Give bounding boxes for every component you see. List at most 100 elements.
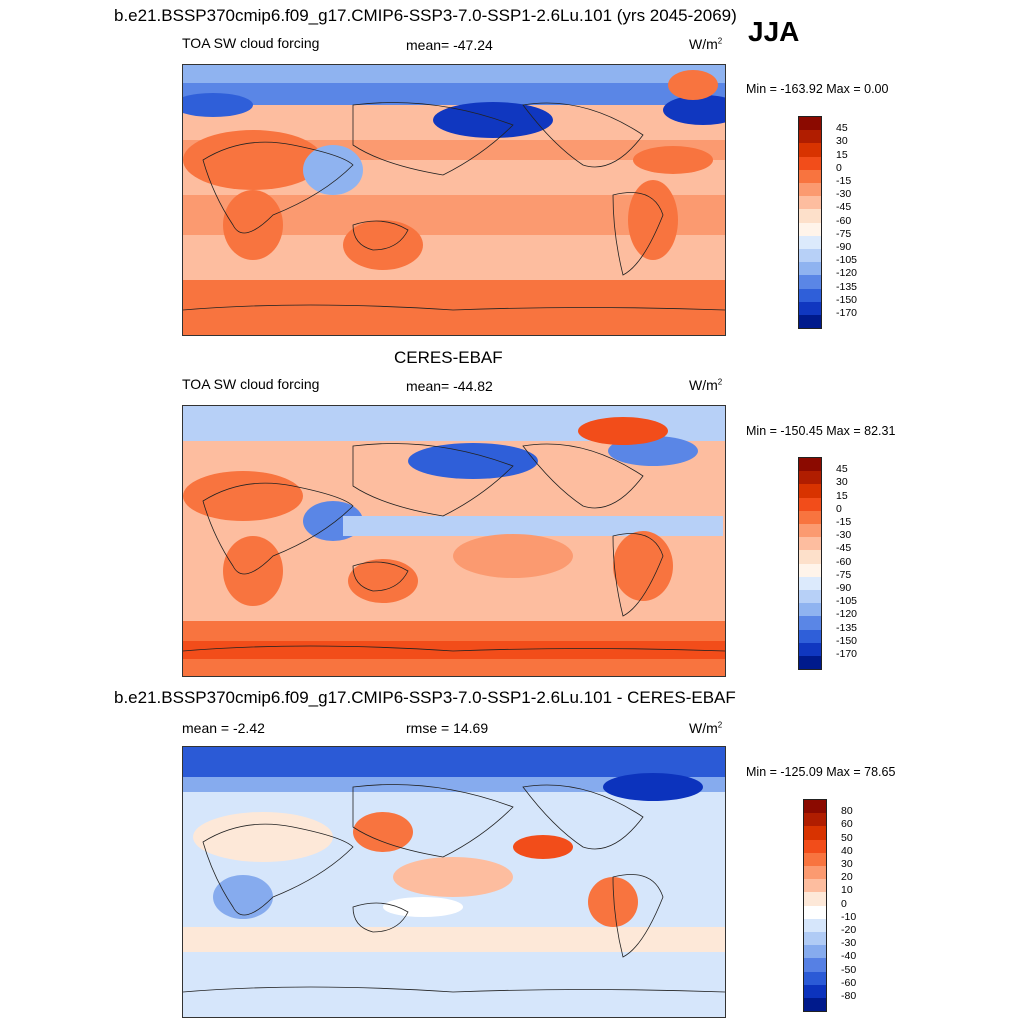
colorbar-swatch	[804, 879, 826, 893]
colorbar-tick-label: -135	[836, 280, 858, 293]
colorbar-swatch	[799, 117, 821, 131]
panel-title-diff: b.e21.BSSP370cmip6.f09_g17.CMIP6-SSP3-7.…	[114, 688, 736, 707]
colorbar-tick-label: -150	[836, 293, 858, 306]
colorbar-tick-label: -75	[836, 227, 852, 240]
colorbar-tick-label: -105	[836, 254, 858, 267]
colorbar-swatch	[799, 524, 821, 538]
colorbar-swatch	[799, 262, 821, 276]
colorbar-tick-label: 30	[841, 858, 853, 870]
colorbar-tick-label: 20	[841, 871, 853, 884]
colorbar-swatch	[804, 839, 826, 853]
colorbar-swatch	[799, 143, 821, 157]
colorbar-swatch	[799, 315, 821, 329]
colorbar-tick-label: 30	[836, 135, 848, 148]
colorbar-frame	[803, 799, 827, 1013]
colorbar-tick-label: -30	[841, 937, 857, 950]
colorbar-swatch	[799, 576, 821, 590]
colorbar-swatch	[799, 235, 821, 249]
colorbar-tick-label: -170	[836, 307, 858, 319]
colorbar-swatch	[804, 905, 826, 919]
colorbar-swatch	[804, 852, 826, 866]
colorbar-tick-label: 30	[836, 476, 848, 489]
colorbar-tick-label: -45	[836, 542, 852, 555]
colorbar-swatch	[799, 616, 821, 630]
colorbar-swatch	[799, 629, 821, 643]
colorbar-tick-label: -135	[836, 621, 858, 634]
panel-title-model: b.e21.BSSP370cmip6.f09_g17.CMIP6-SSP3-7.…	[114, 6, 737, 25]
colorbar-tick-label: -15	[836, 516, 852, 528]
colorbar-swatch	[799, 288, 821, 302]
units-label-diff: W/m2	[689, 720, 723, 736]
colorbar-tick-label: -60	[836, 214, 852, 227]
panel-title-obs: CERES-EBAF	[394, 348, 503, 367]
colorbar-swatch	[799, 458, 821, 472]
colorbar-tick-label: 0	[836, 502, 842, 515]
map-obs	[182, 405, 726, 677]
colorbar-tick-label: -60	[836, 555, 852, 568]
units-label-obs: W/m2	[689, 377, 723, 393]
colorbar-swatch	[799, 642, 821, 656]
colorbar-frame	[798, 457, 822, 671]
colorbar-tick-label: -105	[836, 595, 858, 608]
colorbar-swatch	[799, 563, 821, 577]
minmax-label-model: Min = -163.92 Max = 0.00	[746, 82, 889, 96]
colorbar-tick-label: -20	[841, 924, 857, 936]
colorbar-tick-label: -90	[836, 241, 852, 253]
colorbar-tick-label: 10	[841, 884, 853, 897]
colorbar-swatch	[799, 169, 821, 183]
colorbar-tick-label: -15	[836, 175, 852, 187]
season-label: JJA	[748, 16, 800, 47]
colorbar-tick-label: -120	[836, 267, 858, 280]
colorbar-tick-label: -50	[841, 963, 857, 976]
minmax-label-obs: Min = -150.45 Max = 82.31	[746, 424, 896, 438]
colorbar-swatch	[799, 130, 821, 144]
colorbar-tick-label: -80	[841, 990, 857, 1002]
colorbar-swatch	[799, 471, 821, 485]
colorbar-swatch	[804, 918, 826, 932]
colorbar-swatch	[799, 183, 821, 197]
colorbar-swatch	[804, 826, 826, 840]
colorbar-tick-label: -10	[841, 910, 857, 923]
field-label-obs: TOA SW cloud forcing	[182, 376, 320, 392]
field-label-model: TOA SW cloud forcing	[182, 35, 320, 51]
colorbar-tick-label: -90	[836, 582, 852, 594]
colorbar-swatch	[799, 156, 821, 170]
colorbar-tick-label: 45	[836, 463, 848, 476]
colorbar-swatch	[804, 984, 826, 998]
colorbar-swatch	[799, 209, 821, 223]
colorbar-swatch	[799, 537, 821, 551]
colorbar-swatch	[799, 196, 821, 210]
colorbar-tick-label: 50	[841, 831, 853, 844]
colorbar-tick-label: -170	[836, 648, 858, 660]
colorbar-tick-label: 15	[836, 148, 848, 161]
colorbar-frame	[798, 116, 822, 330]
colorbar-tick-label: -60	[841, 976, 857, 989]
colorbar-swatch	[799, 656, 821, 670]
colorbar-swatch	[799, 550, 821, 564]
colorbar-swatch	[804, 958, 826, 972]
colorbar-swatch	[799, 301, 821, 315]
colorbar-swatch	[799, 497, 821, 511]
colorbar-tick-label: 80	[841, 805, 853, 818]
colorbar-swatch	[799, 603, 821, 617]
colorbar-swatch	[799, 510, 821, 524]
colorbar-tick-label: -120	[836, 608, 858, 621]
colorbar-swatch	[804, 892, 826, 906]
colorbar-tick-label: -75	[836, 568, 852, 581]
colorbar-swatch	[799, 222, 821, 236]
colorbar-swatch	[799, 590, 821, 604]
colorbar-swatch	[804, 945, 826, 959]
minmax-label-diff: Min = -125.09 Max = 78.65	[746, 765, 896, 779]
colorbar-swatch	[804, 932, 826, 946]
colorbar-swatch	[804, 866, 826, 880]
map-diff	[182, 746, 726, 1018]
colorbar-swatch	[804, 813, 826, 827]
units-label-model: W/m2	[689, 36, 723, 52]
colorbar-tick-label: 15	[836, 489, 848, 502]
colorbar-tick-label: 60	[841, 818, 853, 831]
colorbar-tick-label: -30	[836, 529, 852, 542]
colorbar-swatch	[804, 971, 826, 985]
colorbar-swatch	[799, 249, 821, 263]
mean-label-model: mean= -47.24	[406, 37, 493, 53]
colorbar-swatch	[804, 998, 826, 1012]
